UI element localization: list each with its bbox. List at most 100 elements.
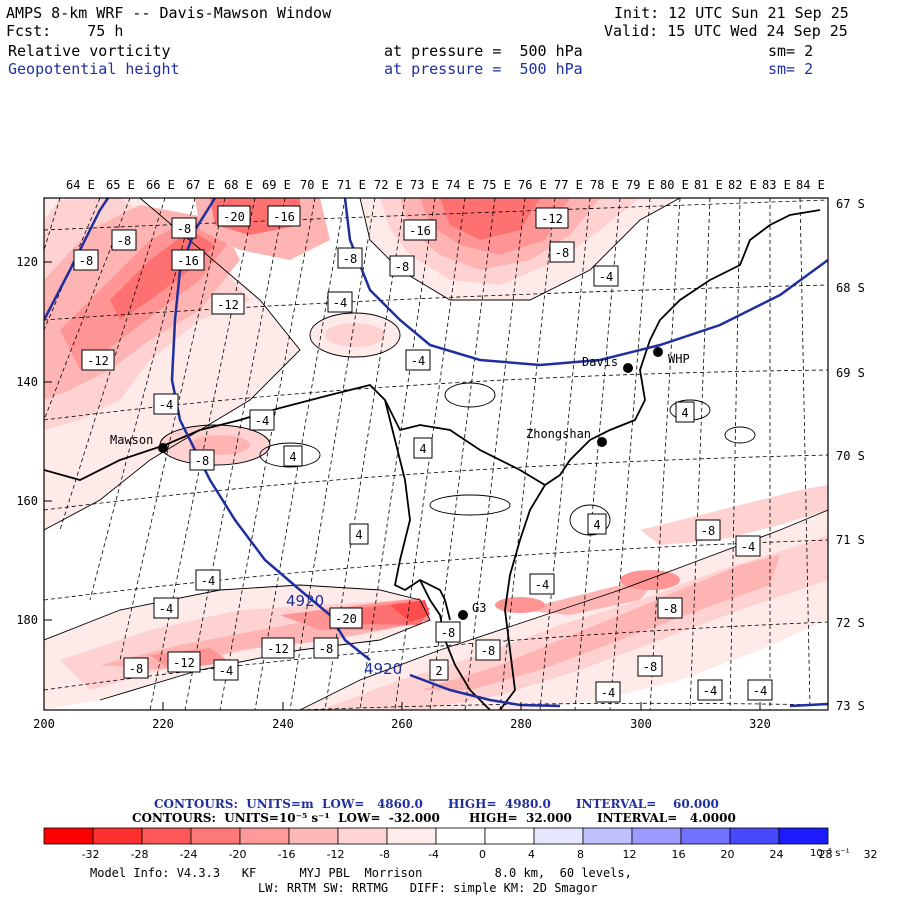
colorbar-segment bbox=[582, 827, 633, 845]
y-label: 160 bbox=[16, 494, 38, 508]
contour-label: 4 bbox=[681, 406, 688, 420]
lon-label: 83 E bbox=[762, 178, 791, 192]
lon-label: 82 E bbox=[728, 178, 757, 192]
field1-name: Relative vorticity bbox=[8, 42, 171, 60]
field2-level: at pressure = 500 hPa bbox=[384, 60, 583, 78]
lon-label: 81 E bbox=[694, 178, 723, 192]
colorbar-segment bbox=[337, 827, 388, 845]
contour-label: -8 bbox=[481, 644, 495, 658]
colorbar: -32 -28 -24 -20 -16 -12 -8 -4 0 4 8 12 16 20 24 28 32 10⁻… bbox=[43, 827, 878, 861]
lat-label: 72 S bbox=[836, 616, 865, 630]
y-label: 120 bbox=[16, 255, 38, 269]
contour-label: -12 bbox=[541, 212, 563, 226]
lon-label: 68 E bbox=[224, 178, 253, 192]
field2-name: Geopotential height bbox=[8, 60, 180, 78]
contour-label: -4 bbox=[741, 540, 755, 554]
lon-label: 69 E bbox=[262, 178, 291, 192]
colorbar-tick-label: -12 bbox=[327, 848, 345, 861]
lat-label: 67 S bbox=[836, 197, 865, 211]
colorbar-segment bbox=[680, 827, 731, 845]
vorticity-contour-info: CONTOURS: UNITS=10⁻⁵ s⁻¹ LOW= -32.000 HI… bbox=[132, 811, 736, 825]
colorbar-segment bbox=[631, 827, 682, 845]
lat-label: 69 S bbox=[836, 366, 865, 380]
model-info-line2: LW: RRTM SW: RRTMG DIFF: simple KM: 2D S… bbox=[258, 881, 598, 895]
colorbar-tick-label: -32 bbox=[82, 848, 100, 861]
model-info-line1: Model Info: V4.3.3 KF MYJ PBL Morrison 8… bbox=[90, 866, 632, 880]
colorbar-tick-label: 28 bbox=[819, 848, 833, 861]
valid-time: Valid: 15 UTC Wed 24 Sep 25 bbox=[604, 22, 848, 40]
contour-label: -8 bbox=[319, 642, 333, 656]
contour-label: -12 bbox=[173, 656, 195, 670]
contour-label: 4 bbox=[355, 528, 362, 542]
contour-label-layer: -20 -16 -16 -12 -8 -8 -8 -16 -12 -12 -8 … bbox=[73, 205, 773, 703]
x-label: 280 bbox=[510, 717, 532, 731]
lat-label: 68 S bbox=[836, 281, 865, 295]
lat-label: 71 S bbox=[836, 533, 865, 547]
x-label: 240 bbox=[272, 717, 294, 731]
colorbar-segment bbox=[729, 827, 780, 845]
contour-label: -4 bbox=[601, 686, 615, 700]
lon-label: 67 E bbox=[186, 178, 215, 192]
contour-label: -4 bbox=[535, 578, 549, 592]
colorbar-segment bbox=[239, 827, 290, 845]
contour-label: -8 bbox=[195, 454, 209, 468]
lat-lon-grid bbox=[44, 198, 828, 710]
contour-label: 4 bbox=[419, 442, 426, 456]
lon-label: 84 E bbox=[796, 178, 825, 192]
product-title: AMPS 8-km WRF -- Davis-Mawson Window bbox=[6, 4, 332, 22]
x-label: 220 bbox=[152, 717, 174, 731]
contour-label: -4 bbox=[599, 270, 613, 284]
right-latitude-labels: 67 S 68 S 69 S 70 S 71 S 72 S 73 S bbox=[836, 197, 865, 713]
station-dot-whp bbox=[653, 347, 663, 357]
height-contour-info: CONTOURS: UNITS=m LOW= 4860.0 HIGH= 4980… bbox=[154, 797, 719, 811]
contour-label: -8 bbox=[117, 234, 131, 248]
contour-label: 2 bbox=[435, 664, 442, 678]
lon-label: 73 E bbox=[410, 178, 439, 192]
lon-label: 80 E bbox=[660, 178, 689, 192]
station-label-whp: WHP bbox=[668, 352, 690, 366]
colorbar-tick-label: -16 bbox=[278, 848, 296, 861]
contour-label: -8 bbox=[177, 222, 191, 236]
colorbar-segment bbox=[484, 827, 535, 845]
axis-ticks bbox=[43, 261, 761, 710]
lon-label: 66 E bbox=[146, 178, 175, 192]
height-label: 4920 bbox=[364, 660, 402, 678]
colorbar-tick-label: -28 bbox=[131, 848, 149, 861]
height-label: 4920 bbox=[286, 592, 324, 610]
lon-label: 74 E bbox=[446, 178, 475, 192]
lon-label: 78 E bbox=[590, 178, 619, 192]
lat-label: 70 S bbox=[836, 449, 865, 463]
lon-label: 79 E bbox=[626, 178, 655, 192]
colorbar-segment bbox=[288, 827, 339, 845]
colorbar-segment bbox=[43, 827, 94, 845]
contour-label: -4 bbox=[411, 354, 425, 368]
contour-label: -4 bbox=[219, 664, 233, 678]
colorbar-tick-label: -20 bbox=[229, 848, 247, 861]
colorbar-segment bbox=[435, 827, 486, 845]
station-dot-zhongshan bbox=[597, 437, 607, 447]
station-dot-davis bbox=[623, 363, 633, 373]
colorbar-tick-label: 8 bbox=[577, 848, 584, 861]
station-markers: Mawson Davis WHP Zhongshan G3 bbox=[110, 347, 690, 620]
contour-label: -20 bbox=[335, 612, 357, 626]
contour-label: -8 bbox=[343, 252, 357, 266]
colorbar-segment bbox=[92, 827, 143, 845]
colorbar-unit: 10⁻⁵ s⁻¹ bbox=[810, 848, 850, 859]
contour-label: -12 bbox=[87, 354, 109, 368]
station-label-g3: G3 bbox=[472, 601, 486, 615]
contour-label: -8 bbox=[441, 626, 455, 640]
lat-label: 73 S bbox=[836, 699, 865, 713]
colorbar-tick-label: 20 bbox=[721, 848, 735, 861]
field1-smoothing: sm= 2 bbox=[768, 42, 814, 60]
contour-label: -8 bbox=[79, 254, 93, 268]
contour-label: -4 bbox=[753, 684, 767, 698]
colorbar-tick-label: 4 bbox=[528, 848, 535, 861]
contour-label: -4 bbox=[159, 602, 173, 616]
contour-label: 4 bbox=[593, 518, 600, 532]
forecast-hour: Fcst: 75 h bbox=[6, 22, 124, 40]
left-y-labels: 120 140 160 180 bbox=[16, 255, 38, 627]
lon-label: 75 E bbox=[482, 178, 511, 192]
lon-label: 71 E bbox=[337, 178, 366, 192]
y-label: 180 bbox=[16, 613, 38, 627]
